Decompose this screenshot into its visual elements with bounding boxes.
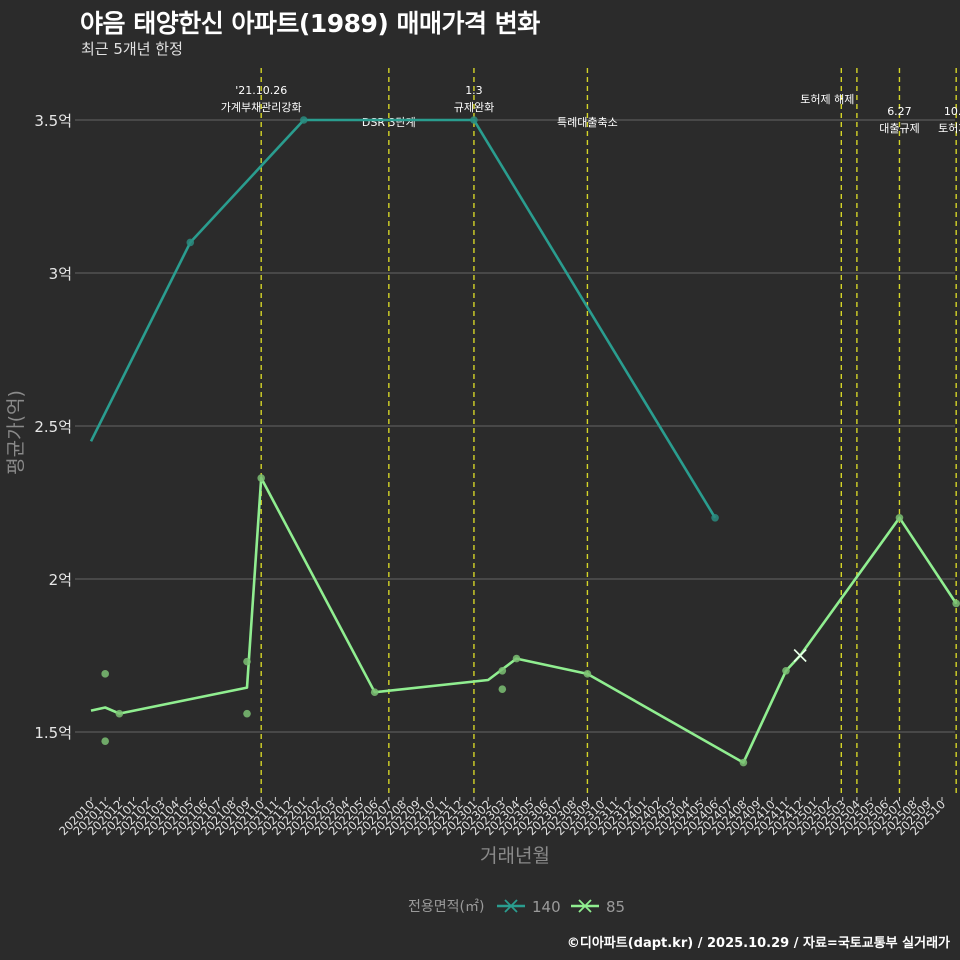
y-axis-title: 평균가(억) <box>5 390 27 475</box>
event-name-label: 토허제s <box>938 122 960 135</box>
data-point-85 <box>370 688 379 697</box>
data-point-85 <box>101 670 109 678</box>
series-line-140 <box>89 118 717 519</box>
event-date-label: '21.10.26 <box>235 84 287 97</box>
axes: 1.5억2억2.5억3억3.5억평균가(억)202010202011202012… <box>5 112 948 867</box>
data-point-cross-85 <box>793 648 807 663</box>
event-name-label: 토허제 해제 <box>800 92 854 106</box>
data-point-85 <box>243 657 251 666</box>
legend-label-140: 140 <box>532 898 561 916</box>
event-name-label: 특례대출축소 <box>557 116 618 129</box>
event-name-label: 규제완화 <box>454 101 494 114</box>
grid-lines <box>75 119 955 733</box>
x-axis-title: 거래년월 <box>480 845 550 867</box>
data-point-140 <box>186 238 195 247</box>
chart-subtitle: 최근 5개년 한정 <box>81 40 183 58</box>
data-point-85 <box>895 514 904 522</box>
data-point-85 <box>101 737 109 745</box>
y-tick-label: 3.5억 <box>34 112 72 130</box>
data-point-85 <box>498 667 507 675</box>
data-point-85 <box>512 654 521 663</box>
legend-marker-140 <box>504 899 518 913</box>
data-point-140 <box>470 116 478 124</box>
data-point-140 <box>711 514 719 522</box>
data-point-85 <box>782 667 790 675</box>
legend-label-85: 85 <box>606 898 625 916</box>
event-name-label: 대출규제 <box>879 122 919 135</box>
event-name-label: DSR 3단계 <box>362 116 416 129</box>
data-point-85 <box>498 685 507 693</box>
event-date-label: 6.27 <box>887 105 912 118</box>
chart-title: 야음 태양한신 아파트(1989) 매매가격 변화 <box>80 9 540 38</box>
data-point-85 <box>739 758 748 767</box>
event-date-label: 1.3 <box>465 84 483 97</box>
y-tick-label: 2.5억 <box>34 418 72 436</box>
legend-title: 전용면적(㎡) <box>408 899 484 915</box>
data-point-140 <box>299 116 308 124</box>
legend-marker-85 <box>578 899 592 913</box>
data-points <box>101 116 960 767</box>
data-point-85 <box>257 474 266 482</box>
data-point-85 <box>243 709 251 718</box>
y-tick-label: 2억 <box>49 571 72 589</box>
data-point-85 <box>115 709 124 718</box>
legend: 전용면적(㎡) 140 85 <box>408 898 625 916</box>
event-date-label: 10.1 <box>944 105 960 118</box>
series-lines <box>89 118 958 764</box>
series-line-85 <box>90 476 958 764</box>
source-caption: ©디아파트(dapt.kr) / 2025.10.29 / 자료=국토교통부 실… <box>566 936 950 951</box>
y-tick-label: 1.5억 <box>34 724 72 742</box>
data-point-85 <box>583 670 592 678</box>
y-tick-label: 3억 <box>49 265 72 283</box>
event-name-label: 가계부채관리강화 <box>221 101 302 114</box>
data-point-85 <box>952 599 960 608</box>
